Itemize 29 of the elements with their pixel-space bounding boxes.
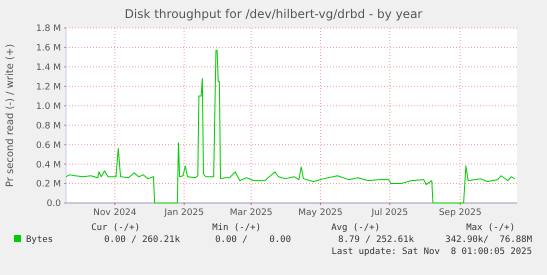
x-tick-label: Jan 2025	[163, 208, 204, 218]
y-tick-label: 0.0	[46, 199, 62, 210]
text: 8.79 / 252.61k	[338, 235, 415, 245]
chart-title: Disk throughput for /dev/hilbert-vg/drbd - by year	[124, 7, 422, 21]
text: 342.90k/ 76.88M	[445, 235, 533, 245]
y-tick-label: 1.6 M	[36, 44, 61, 54]
y-tick-label: 0.2 M	[36, 180, 61, 190]
text: 0.00 / 0.00	[215, 235, 291, 245]
y-axis-title: Pr second read (-) / write (+)	[5, 44, 16, 188]
y-tick-label: 1.4 M	[36, 63, 61, 74]
legend-label: Bytes	[26, 235, 54, 245]
y-tick-label: 0.6 M	[36, 140, 61, 151]
text: Min (-/+)	[212, 223, 261, 233]
y-tick-label: 0.4 M	[36, 160, 61, 170]
x-tick-label: Nov 2024	[93, 208, 137, 218]
y-tick-label: 1.8 M	[36, 24, 61, 34]
text: 0.00 / 260.21k	[104, 235, 181, 245]
line-series	[66, 50, 516, 204]
y-tick-label: 0.8 M	[36, 121, 61, 132]
text: Last update: Sat Nov 8 01:00:05 2025	[332, 247, 532, 257]
x-tick-label: Mar 2025	[230, 208, 273, 218]
x-tick-label: May 2025	[298, 208, 343, 218]
text: Avg (-/+)	[331, 223, 380, 233]
x-tick-label: Jul 2025	[370, 208, 408, 218]
y-tick-label: 1.0 M	[36, 102, 61, 112]
x-tick-label: Sep 2025	[438, 208, 482, 218]
text: Max (-/+)	[466, 223, 515, 233]
y-tick-label: 1.2 M	[36, 82, 61, 92]
text: Cur (-/+)	[91, 223, 140, 233]
